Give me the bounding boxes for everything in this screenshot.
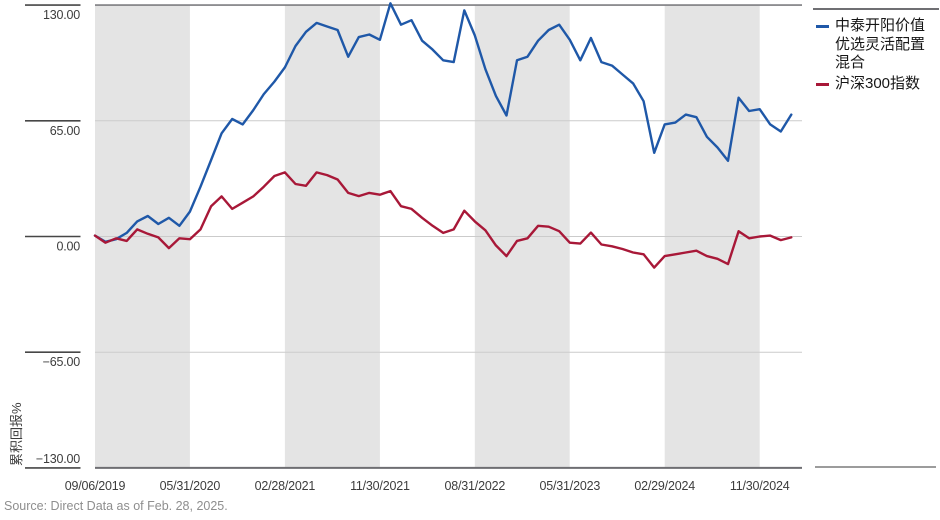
series-line-fund xyxy=(93,2,793,244)
x-tick-label: 08/31/2022 xyxy=(445,479,506,493)
y-tick-label: 130.00 xyxy=(43,8,80,22)
x-tick-label: 02/29/2024 xyxy=(634,479,695,493)
legend-bottom-rule xyxy=(815,466,936,468)
legend-label-index: 沪深300指数 xyxy=(835,74,921,92)
legend-dash-fund-icon xyxy=(816,25,829,28)
x-tick-label: 02/28/2021 xyxy=(255,479,316,493)
series-line-index xyxy=(93,171,793,269)
legend-label-fund: 中泰开阳价值优选灵活配置混合 xyxy=(835,17,926,71)
x-tick-label: 11/30/2021 xyxy=(350,479,410,493)
source-note: Source: Direct Data as of Feb. 28, 2025. xyxy=(4,499,228,513)
y-tick-label: 0.00 xyxy=(56,240,80,254)
legend-item-index: 沪深300指数 xyxy=(813,75,939,94)
y-tick-label: −65.00 xyxy=(43,355,81,369)
legend-dash-index-icon xyxy=(816,82,829,86)
legend: 中泰开阳价值优选灵活配置混合 沪深300指数 xyxy=(813,8,939,93)
x-tick-label: 05/31/2020 xyxy=(160,479,221,493)
x-tick-label: 05/31/2023 xyxy=(540,479,601,493)
y-tick-label: 65.00 xyxy=(50,124,81,138)
legend-item-fund: 中泰开阳价值优选灵活配置混合 xyxy=(813,17,939,73)
y-tick-label: −130.00 xyxy=(36,452,80,466)
x-tick-label: 11/30/2024 xyxy=(730,479,790,493)
y-axis-title: 累积回报% xyxy=(9,402,24,466)
x-tick-label: 09/06/2019 xyxy=(65,479,126,493)
